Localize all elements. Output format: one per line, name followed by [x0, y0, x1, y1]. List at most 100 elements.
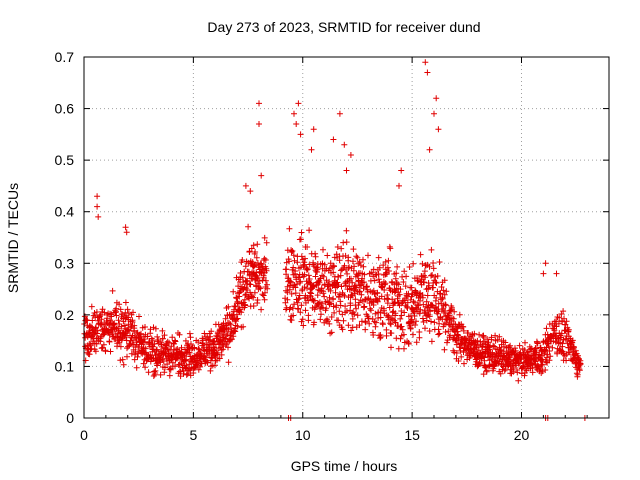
x-tick-label: 15 [404, 427, 420, 443]
data-point [99, 306, 106, 313]
data-point [109, 287, 116, 294]
data-point [94, 193, 101, 200]
x-tick-label: 20 [514, 427, 530, 443]
data-point [314, 292, 321, 299]
data-point [343, 239, 350, 246]
data-point [216, 355, 223, 362]
data-point [333, 304, 340, 311]
data-point [356, 259, 363, 265]
data-point [330, 303, 337, 310]
data-point [211, 346, 218, 353]
data-point [421, 268, 428, 275]
data-point [116, 301, 123, 308]
data-point [93, 309, 100, 315]
data-point [417, 306, 424, 313]
data-point [571, 344, 577, 351]
data-point [293, 121, 300, 127]
data-point [214, 349, 221, 356]
data-point [207, 333, 214, 340]
data-point [291, 270, 298, 277]
data-point [254, 241, 261, 248]
data-point [461, 360, 467, 367]
data-point [414, 301, 421, 308]
data-point [157, 359, 164, 366]
data-point [311, 319, 318, 326]
data-point [153, 347, 160, 354]
data-point [113, 312, 120, 319]
data-point [325, 318, 331, 325]
data-point [480, 334, 487, 341]
data-point [306, 227, 313, 234]
data-point [401, 309, 408, 316]
data-point [416, 329, 423, 335]
data-point [256, 121, 262, 127]
data-point [483, 368, 490, 375]
data-point [186, 349, 193, 356]
data-point [133, 364, 140, 371]
data-point [410, 331, 416, 338]
data-point [222, 315, 229, 322]
data-point [94, 330, 101, 337]
data-point [259, 291, 266, 298]
data-point [216, 332, 223, 339]
data-point [86, 351, 93, 358]
data-point [138, 330, 144, 337]
data-point [290, 264, 297, 271]
data-point [377, 309, 384, 316]
data-point [142, 345, 149, 352]
data-point [232, 328, 239, 335]
data-point [344, 270, 351, 277]
data-point [558, 330, 565, 337]
data-point [245, 268, 252, 275]
data-point [423, 317, 430, 324]
data-point [286, 258, 293, 265]
data-point [549, 344, 556, 351]
data-point [401, 268, 408, 275]
data-point [343, 308, 350, 314]
data-point [247, 188, 254, 195]
data-point [428, 272, 434, 279]
data-point [374, 298, 381, 305]
data-point [474, 337, 481, 344]
data-point [398, 323, 405, 330]
data-point [303, 266, 310, 273]
data-point [542, 260, 549, 267]
data-point [542, 347, 549, 354]
data-point [392, 319, 399, 326]
data-point [298, 302, 305, 309]
data-point [373, 319, 379, 326]
data-point [321, 293, 328, 300]
data-point [336, 110, 343, 117]
data-point [445, 328, 452, 335]
data-point [516, 342, 523, 349]
data-point [377, 314, 384, 321]
data-point [288, 247, 295, 254]
data-point [149, 337, 156, 344]
data-point [150, 343, 157, 350]
data-point [442, 301, 449, 308]
data-point [387, 320, 394, 327]
data-point [157, 371, 164, 378]
data-point [291, 301, 298, 308]
data-point [426, 146, 433, 153]
data-point [382, 258, 389, 265]
data-point [563, 357, 570, 364]
data-point [407, 324, 414, 331]
data-point [326, 320, 333, 327]
data-point [416, 310, 423, 317]
data-point [426, 313, 433, 320]
data-point [435, 326, 442, 333]
data-point [120, 361, 127, 368]
data-point [110, 321, 117, 328]
data-point [384, 314, 391, 321]
data-point [546, 348, 553, 354]
data-point [250, 303, 257, 309]
data-point [159, 335, 166, 342]
data-point [419, 315, 426, 322]
data-point [258, 172, 265, 179]
data-point [384, 292, 391, 298]
data-point [188, 341, 194, 347]
data-point [360, 304, 367, 311]
data-point [540, 270, 547, 277]
data-point [393, 270, 400, 277]
